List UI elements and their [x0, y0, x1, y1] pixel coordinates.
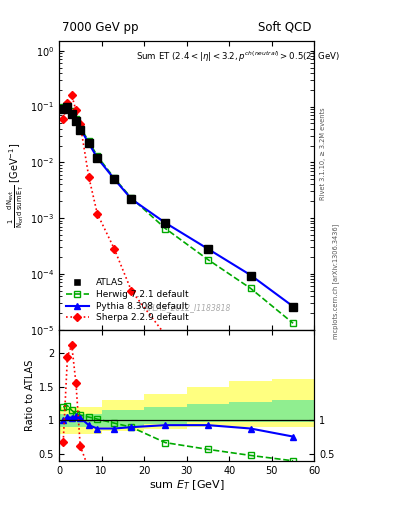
Text: Sum ET $(2.4 < |\eta| < 3.2, p^{ch(neutral)} > 0.5(2)\ \mathrm{GeV})$: Sum ET $(2.4 < |\eta| < 3.2, p^{ch(neutr…	[136, 50, 340, 64]
Y-axis label: Ratio to ATLAS: Ratio to ATLAS	[24, 359, 35, 431]
Text: ATLAS_2012_I1183818: ATLAS_2012_I1183818	[143, 303, 230, 312]
Legend: ATLAS, Herwig 7.2.1 default, Pythia 8.308 default, Sherpa 2.2.9 default: ATLAS, Herwig 7.2.1 default, Pythia 8.30…	[63, 275, 191, 325]
Y-axis label: $\mathregular{\frac{1}{N_{ori}}\frac{dN_{evt}}{d\,sum\,E_T}}$ [GeV$^{-1}$]: $\mathregular{\frac{1}{N_{ori}}\frac{dN_…	[5, 143, 26, 228]
Text: Rivet 3.1.10, ≥ 3.2M events: Rivet 3.1.10, ≥ 3.2M events	[320, 108, 326, 200]
Text: 7000 GeV pp: 7000 GeV pp	[61, 21, 138, 34]
Text: mcplots.cern.ch [arXiv:1306.3436]: mcplots.cern.ch [arXiv:1306.3436]	[332, 224, 339, 339]
X-axis label: sum $E_T$ [GeV]: sum $E_T$ [GeV]	[149, 478, 224, 492]
Text: Soft QCD: Soft QCD	[258, 21, 312, 34]
